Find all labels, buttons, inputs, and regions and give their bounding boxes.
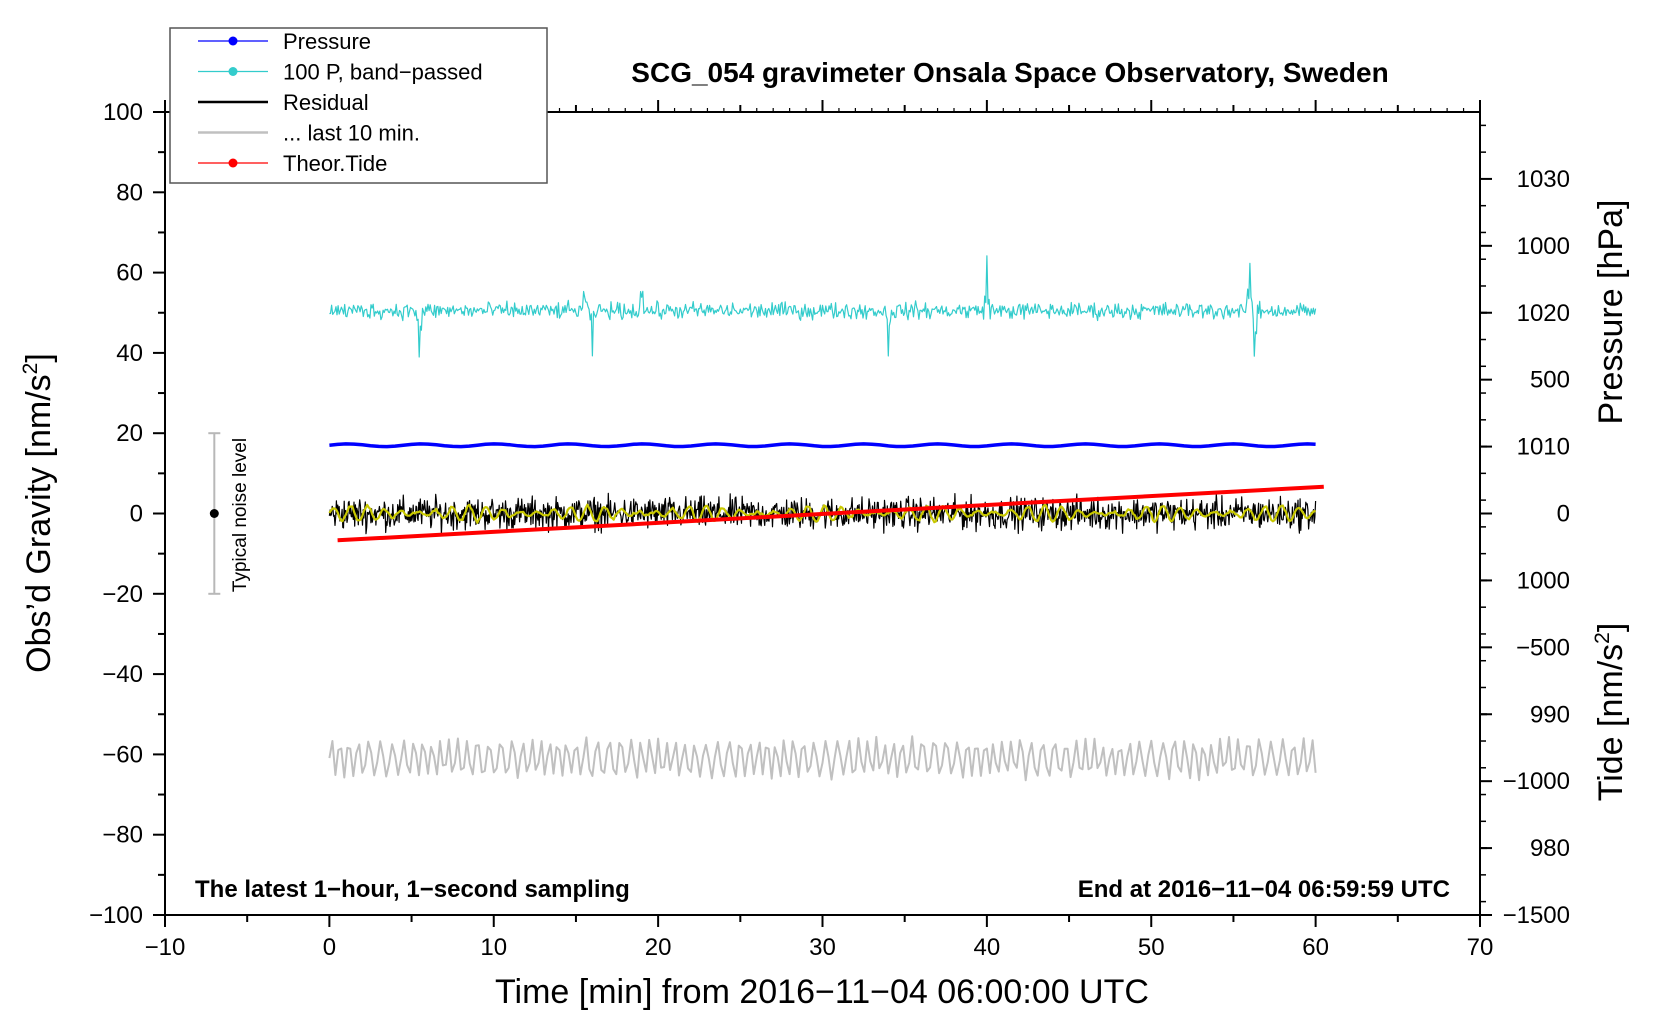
y-pressure-tick-label: 980 — [1530, 835, 1570, 862]
x-tick-label: 10 — [480, 934, 507, 961]
series-pressure-bandpassed — [329, 255, 1317, 358]
y-tide-tick-label: 1000 — [1517, 233, 1570, 260]
x-tick-label: 70 — [1467, 934, 1494, 961]
x-tick-label: 50 — [1138, 934, 1165, 961]
series-theoretical-tide — [337, 484, 1324, 543]
noise-bar-center-dot — [209, 509, 219, 518]
y-tide-tick-label: 500 — [1530, 367, 1570, 394]
y-left-tick-label: 100 — [103, 99, 143, 126]
y-left-tick-label: 60 — [116, 260, 143, 287]
y-tide-tick-label: 0 — [1557, 501, 1570, 528]
y-tide-tick-label: −1000 — [1503, 768, 1570, 795]
ticks-layer: −10 0 10 20 30 40 50 60 70−100−80−60−40−20020406… — [89, 99, 1570, 961]
y-left-tick-label: 40 — [116, 340, 143, 367]
legend-label: Residual — [283, 90, 369, 115]
y-pressure-tick-label: 1010 — [1517, 434, 1570, 461]
y-left-axis-title-main: Obs’d Gravity [nm/s — [20, 374, 58, 673]
legend-label: ... last 10 min. — [283, 121, 420, 146]
y-pressure-tick-label: 990 — [1530, 701, 1570, 728]
series-pressure — [329, 442, 1316, 449]
x-tick-label: −10 — [145, 934, 186, 961]
annotation-bottom-right: End at 2016−11−04 06:59:59 UTC — [1078, 876, 1450, 903]
x-tick-label: 30 — [809, 934, 836, 961]
legend-entries: Pressure 100 P, band−passed Residual ... la… — [198, 29, 483, 176]
series-residual-smoothed — [328, 503, 1316, 524]
y-pressure-tick-label: 1020 — [1517, 300, 1570, 327]
y-left-tick-label: 20 — [116, 420, 143, 447]
y-tide-tick-label: −1500 — [1503, 902, 1570, 929]
y-pressure-tick-label: 1000 — [1517, 567, 1570, 594]
y-left-tick-label: −60 — [102, 741, 143, 768]
y-left-tick-label: −80 — [102, 822, 143, 849]
noise-label: Typical noise level — [230, 438, 251, 592]
legend-marker — [228, 67, 238, 76]
y-pressure-tick-label: 1030 — [1517, 166, 1570, 193]
x-tick-label: 60 — [1302, 934, 1329, 961]
legend-box — [169, 27, 548, 184]
y-tide-tick-label: −500 — [1516, 634, 1570, 661]
legend-marker — [228, 36, 238, 46]
legend-marker — [228, 158, 238, 168]
y-left-axis-title-close: ] — [20, 353, 58, 362]
x-tick-label: 20 — [645, 934, 672, 961]
y-left-tick-label: −20 — [102, 581, 143, 608]
y-tide-axis-title: Tide [nm/s2] — [1591, 623, 1630, 802]
noise-indicator: Typical noise level — [208, 432, 251, 595]
x-axis-title: Time [min] from 2016−11−04 06:00:00 UTC — [495, 973, 1149, 1011]
legend-label: Pressure — [283, 29, 371, 54]
y-left-axis-title: Obs’d Gravity [nm/s2] — [19, 353, 58, 673]
annotation-bottom-left: The latest 1−hour, 1−second sampling — [195, 876, 630, 903]
y-left-tick-label: −40 — [102, 661, 143, 688]
legend-label: 100 P, band−passed — [283, 60, 483, 85]
y-tide-axis-title-close: ] — [1592, 623, 1630, 632]
series-last-10-min — [328, 735, 1317, 782]
x-tick-label: 40 — [974, 934, 1001, 961]
series-layer — [328, 255, 1324, 782]
legend: Pressure 100 P, band−passed Residual ... la… — [169, 27, 548, 184]
y-left-tick-label: 80 — [116, 179, 143, 206]
y-tide-axis-title-main: Tide [nm/s — [1592, 644, 1630, 801]
legend-label: Theor.Tide — [283, 151, 387, 176]
y-left-tick-label: 0 — [130, 501, 143, 528]
x-tick-label: 0 — [323, 934, 336, 961]
y-left-axis-title-sup: 2 — [19, 363, 42, 375]
chart-title: SCG_054 gravimeter Onsala Space Observat… — [631, 57, 1388, 88]
y-tide-axis-title-sup: 2 — [1591, 632, 1614, 644]
y-left-tick-label: −100 — [89, 902, 143, 929]
y-pressure-axis-title: Pressure [hPa] — [1592, 200, 1630, 425]
